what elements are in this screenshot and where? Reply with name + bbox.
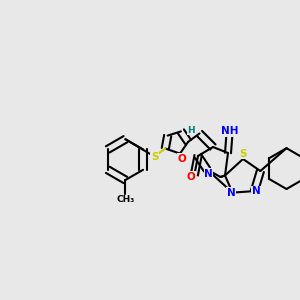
Text: N: N <box>226 188 236 198</box>
Text: H: H <box>187 126 195 135</box>
Text: NH: NH <box>221 126 239 136</box>
Text: N: N <box>204 169 213 179</box>
Text: CH₃: CH₃ <box>116 195 134 204</box>
Text: N: N <box>251 186 260 196</box>
Text: S: S <box>151 152 158 162</box>
Text: O: O <box>177 154 186 164</box>
Text: S: S <box>239 148 247 159</box>
Text: O: O <box>186 172 195 182</box>
